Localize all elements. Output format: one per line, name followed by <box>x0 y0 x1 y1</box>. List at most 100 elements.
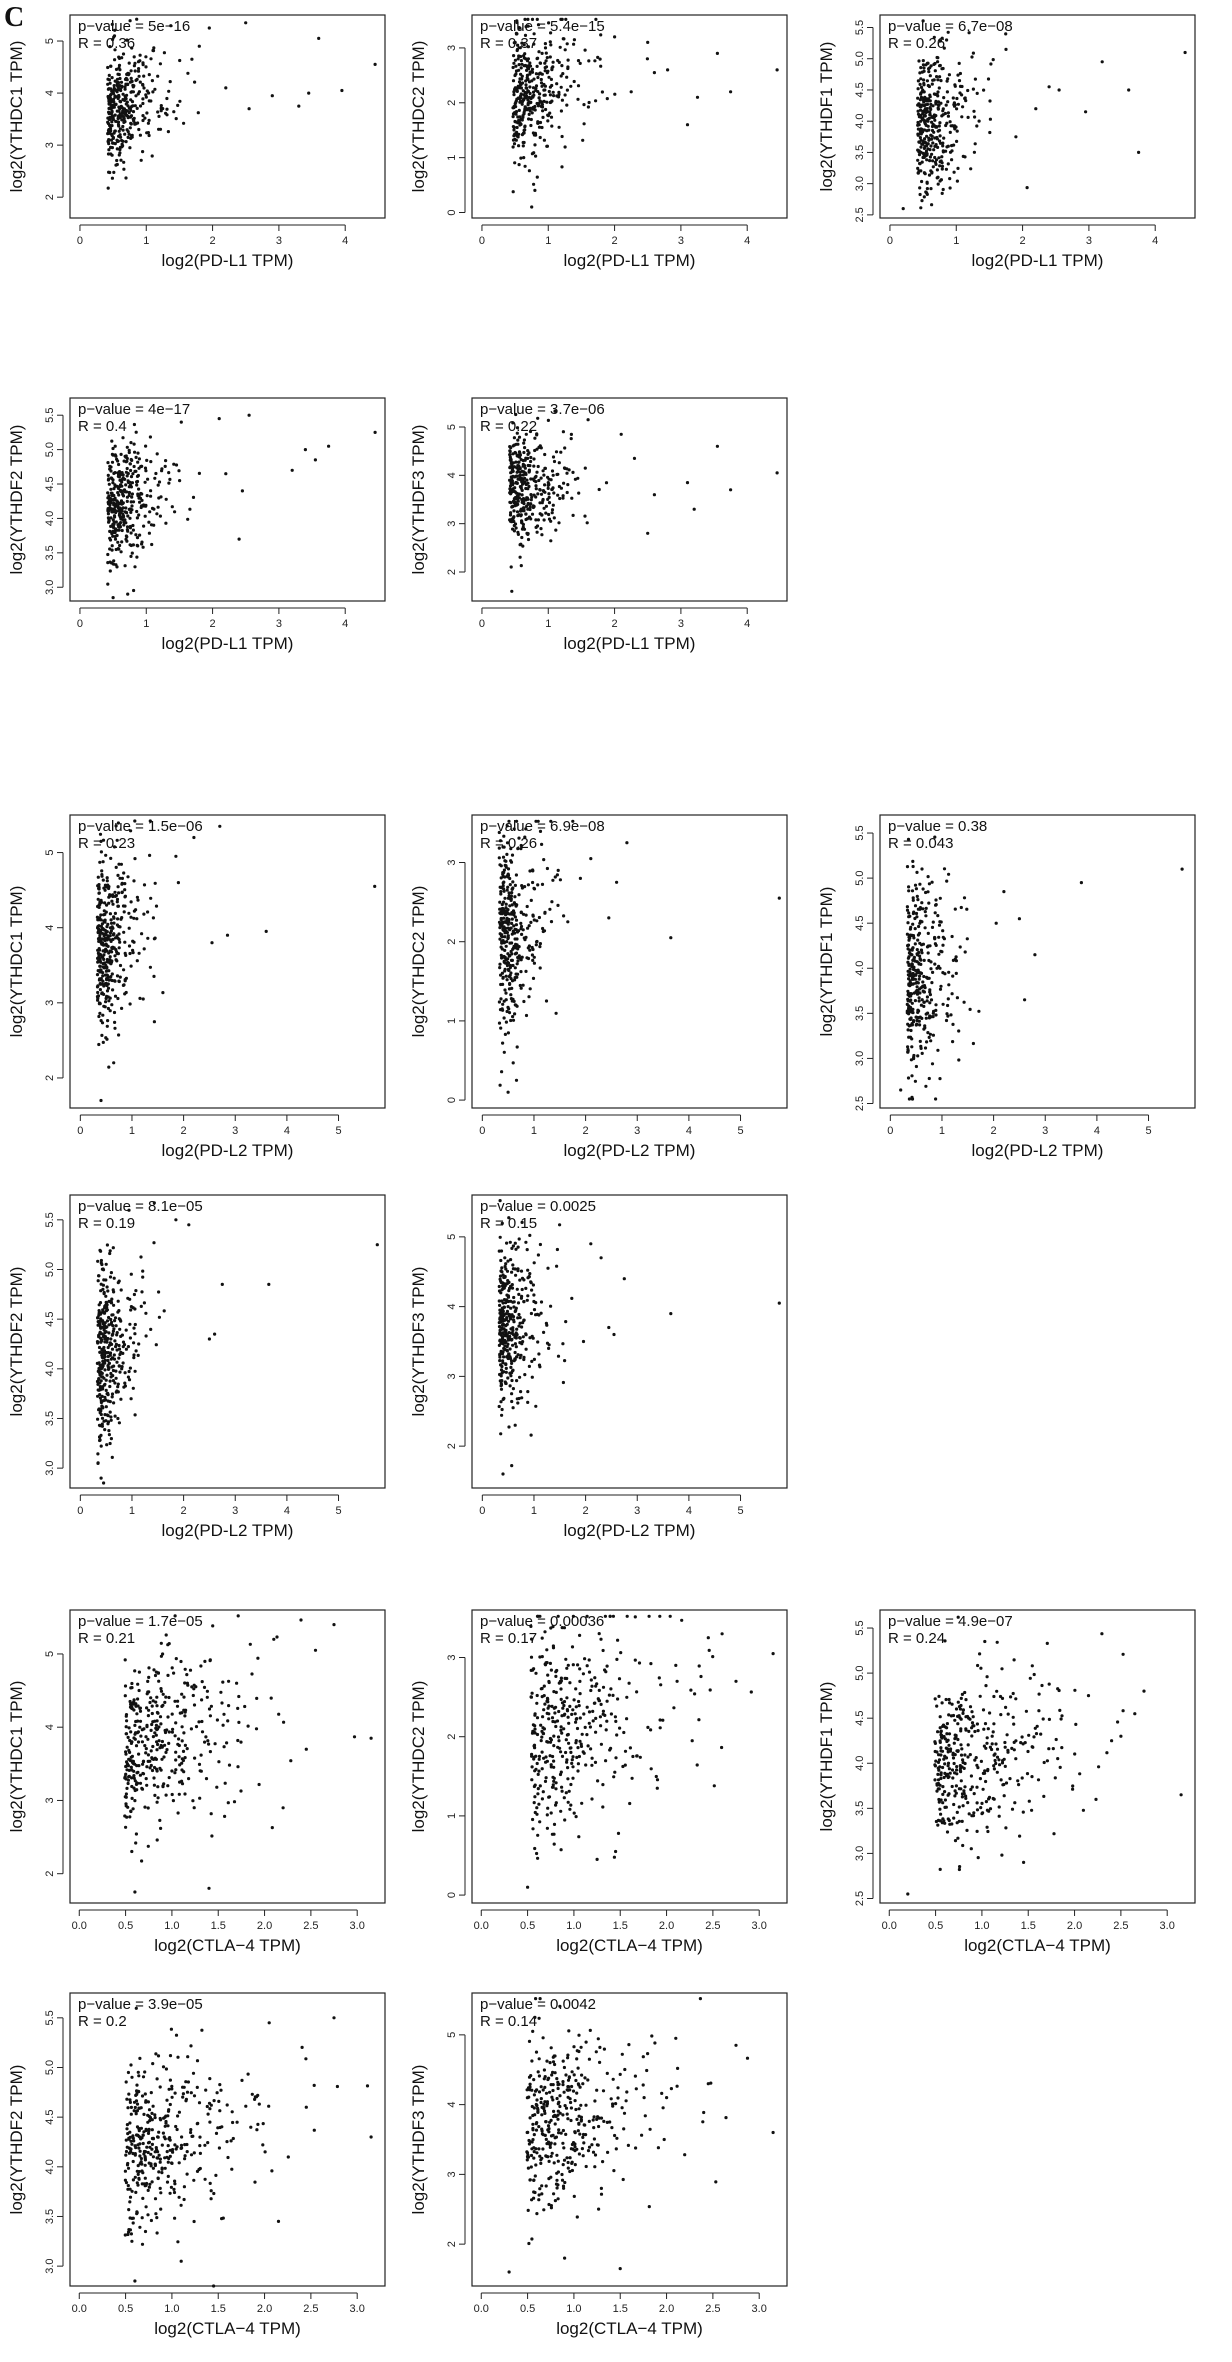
data-point <box>116 821 120 825</box>
data-point <box>545 1813 549 1817</box>
data-point <box>920 901 924 905</box>
data-point <box>519 921 523 926</box>
data-point <box>520 469 524 473</box>
data-point <box>917 931 922 936</box>
data-point <box>127 944 132 948</box>
data-point <box>960 115 964 119</box>
x-tick-label: 4 <box>284 1505 290 1517</box>
data-point <box>137 457 141 461</box>
data-point <box>503 1380 507 1384</box>
data-point <box>540 533 544 537</box>
data-point <box>566 1715 570 1719</box>
data-point <box>108 464 112 468</box>
data-point <box>133 1890 137 1894</box>
data-point <box>926 83 930 88</box>
p-value-label: p−value = 6.9e−08 <box>480 818 605 835</box>
data-point <box>531 504 535 508</box>
y-tick-label: 4 <box>44 90 56 96</box>
data-point <box>577 1754 582 1759</box>
data-point <box>236 1706 240 1710</box>
data-point <box>512 924 516 928</box>
data-point <box>135 516 139 520</box>
data-point <box>135 543 139 548</box>
data-point <box>114 824 118 828</box>
data-point <box>163 1743 167 1747</box>
data-point <box>501 1340 505 1344</box>
data-point <box>120 509 124 513</box>
data-point <box>250 1672 254 1676</box>
data-point <box>117 134 121 138</box>
data-point <box>967 31 971 35</box>
data-point <box>172 462 176 466</box>
data-point <box>934 898 938 902</box>
data-point <box>545 1661 549 1665</box>
data-point <box>601 1783 605 1787</box>
x-axis-title: log2(PD-L1 TPM) <box>972 251 1104 270</box>
data-point <box>120 1367 124 1371</box>
data-point <box>585 521 589 525</box>
data-point <box>531 947 535 952</box>
data-point <box>920 199 924 203</box>
data-point <box>131 528 135 532</box>
data-point <box>532 887 537 891</box>
data-point <box>913 1079 918 1083</box>
data-point <box>121 1351 125 1355</box>
data-point <box>106 1354 110 1359</box>
data-point <box>299 1618 303 1622</box>
data-point <box>172 110 176 114</box>
y-axis-title: log2(YTHDF1 TPM) <box>817 887 836 1037</box>
data-point <box>506 1031 510 1035</box>
data-point <box>149 896 153 900</box>
data-point <box>149 1728 153 1732</box>
data-point <box>498 1199 502 1203</box>
data-point <box>926 97 931 101</box>
data-point <box>506 1090 510 1094</box>
data-point <box>141 545 145 549</box>
data-point <box>911 864 915 869</box>
data-point <box>918 957 922 961</box>
data-point <box>555 1668 559 1673</box>
data-point <box>926 931 930 936</box>
data-point <box>373 884 377 889</box>
data-point <box>918 192 922 197</box>
data-point <box>693 1692 697 1696</box>
data-point <box>138 59 142 63</box>
plot-frame <box>471 1609 788 1904</box>
data-point <box>136 121 140 125</box>
data-point <box>938 164 942 168</box>
data-point <box>507 987 511 991</box>
data-point <box>98 1381 102 1385</box>
data-point <box>918 974 922 978</box>
data-point <box>911 1011 915 1015</box>
data-point <box>526 956 531 961</box>
data-point <box>975 91 979 95</box>
data-point <box>97 978 101 982</box>
data-point <box>616 1638 620 1642</box>
data-point <box>540 501 544 505</box>
data-point <box>543 1630 547 1634</box>
data-point <box>108 938 113 942</box>
data-point <box>518 1321 522 1325</box>
data-point <box>267 1282 271 1286</box>
data-point <box>227 1704 231 1708</box>
data-point <box>128 19 132 23</box>
data-point <box>115 80 119 84</box>
data-point <box>915 988 919 993</box>
data-point <box>510 1361 514 1365</box>
data-point <box>544 1776 548 1780</box>
data-point <box>929 144 933 148</box>
data-point <box>153 1731 157 1735</box>
data-point <box>520 102 524 106</box>
data-point <box>708 1688 712 1692</box>
data-point <box>503 875 507 879</box>
data-point <box>515 474 519 478</box>
x-tick-label: 0 <box>479 618 485 630</box>
data-point <box>131 90 135 94</box>
data-point <box>236 1614 240 1618</box>
data-point <box>521 928 525 932</box>
data-point <box>117 153 121 157</box>
data-point <box>125 1760 129 1764</box>
data-point <box>104 1000 108 1004</box>
data-point <box>537 1363 542 1367</box>
